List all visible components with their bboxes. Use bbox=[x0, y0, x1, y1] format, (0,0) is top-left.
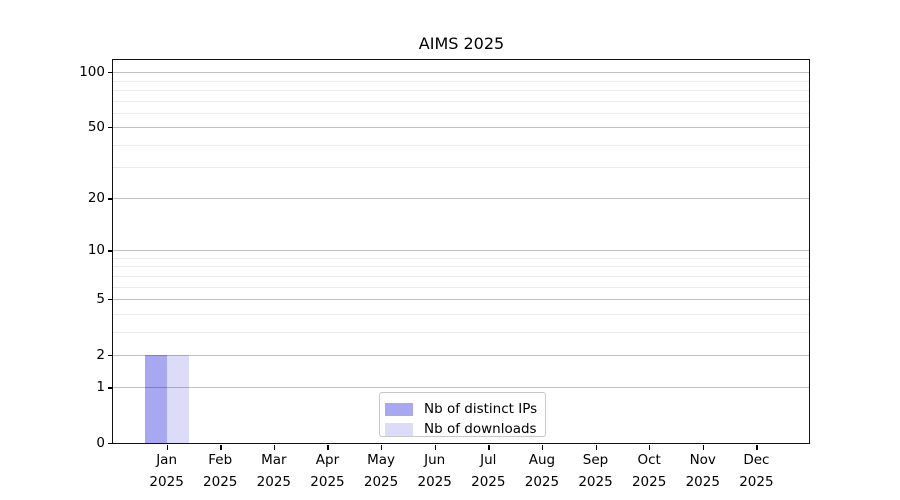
major-gridline bbox=[113, 198, 810, 200]
minor-gridline bbox=[113, 275, 810, 277]
y-tick-label: 50 bbox=[87, 119, 105, 136]
y-tick-label: 5 bbox=[96, 291, 105, 308]
x-axis-tick bbox=[488, 445, 490, 450]
y-axis-tick bbox=[108, 198, 113, 200]
x-axis-tick bbox=[434, 445, 436, 450]
minor-gridline bbox=[113, 167, 810, 169]
minor-gridline bbox=[113, 89, 810, 91]
chart-title: AIMS 2025 bbox=[418, 34, 505, 53]
x-axis-tick bbox=[541, 445, 544, 450]
x-tick-label: Feb 2025 bbox=[203, 452, 238, 490]
y-tick-label: 10 bbox=[87, 242, 105, 259]
minor-gridline bbox=[113, 144, 810, 146]
legend-swatch-downloads bbox=[385, 422, 413, 436]
y-tick-label: 2 bbox=[96, 346, 105, 363]
minor-gridline bbox=[113, 112, 810, 114]
x-axis-tick bbox=[273, 445, 276, 450]
x-tick-label: Jan 2025 bbox=[149, 452, 184, 490]
x-tick-label: Dec 2025 bbox=[739, 452, 774, 490]
y-axis-tick bbox=[108, 127, 113, 129]
x-tick-label: May 2025 bbox=[363, 452, 399, 490]
legend-label-downloads: Nb of downloads bbox=[424, 421, 537, 437]
minor-gridline bbox=[113, 100, 810, 102]
y-tick-label: 20 bbox=[87, 190, 105, 207]
bar-downloads bbox=[166, 354, 189, 443]
x-axis-tick bbox=[756, 445, 758, 450]
x-axis-tick bbox=[649, 445, 651, 450]
y-axis-tick bbox=[108, 250, 113, 252]
legend-item-distinct-ips: Nb of distinct IPs bbox=[385, 399, 545, 419]
y-axis-tick bbox=[108, 387, 113, 389]
major-gridline bbox=[113, 72, 810, 74]
legend: Nb of distinct IPs Nb of downloads bbox=[379, 392, 546, 437]
x-tick-label: Nov 2025 bbox=[685, 452, 720, 490]
x-axis-tick bbox=[166, 445, 168, 450]
x-tick-label: Sep 2025 bbox=[578, 452, 613, 490]
major-gridline bbox=[113, 127, 810, 129]
plot-area bbox=[112, 59, 810, 444]
minor-gridline bbox=[113, 331, 810, 333]
major-gridline bbox=[113, 299, 810, 301]
y-axis-tick bbox=[108, 299, 113, 301]
x-tick-label: Oct 2025 bbox=[631, 452, 667, 490]
x-axis-tick bbox=[327, 445, 329, 450]
x-tick-label: Apr 2025 bbox=[310, 452, 345, 490]
legend-item-downloads: Nb of downloads bbox=[385, 419, 545, 439]
x-tick-label: Aug 2025 bbox=[524, 452, 560, 490]
y-tick-label: 100 bbox=[79, 64, 105, 81]
legend-swatch-distinct-ips bbox=[385, 402, 413, 416]
minor-gridline bbox=[113, 80, 810, 82]
x-tick-label: Mar 2025 bbox=[256, 452, 292, 490]
bar-distinct-ips bbox=[144, 354, 167, 443]
major-gridline bbox=[113, 354, 810, 356]
x-tick-label: Jun 2025 bbox=[417, 452, 452, 490]
x-axis-tick bbox=[381, 445, 383, 450]
y-axis-tick bbox=[108, 354, 113, 357]
y-tick-label: 0 bbox=[96, 435, 105, 451]
y-axis-tick bbox=[108, 443, 113, 445]
y-tick-label: 1 bbox=[96, 379, 105, 396]
legend-label-distinct-ips: Nb of distinct IPs bbox=[424, 401, 538, 417]
x-axis-tick bbox=[595, 445, 597, 450]
minor-gridline bbox=[113, 258, 810, 259]
y-axis-tick bbox=[108, 72, 113, 74]
major-gridline bbox=[113, 250, 810, 252]
x-axis-tick bbox=[220, 445, 222, 450]
x-tick-label: Jul 2025 bbox=[471, 452, 506, 490]
minor-gridline bbox=[113, 313, 810, 315]
minor-gridline bbox=[113, 286, 810, 288]
x-axis-tick bbox=[702, 445, 705, 450]
minor-gridline bbox=[113, 266, 810, 268]
major-gridline bbox=[113, 387, 810, 389]
